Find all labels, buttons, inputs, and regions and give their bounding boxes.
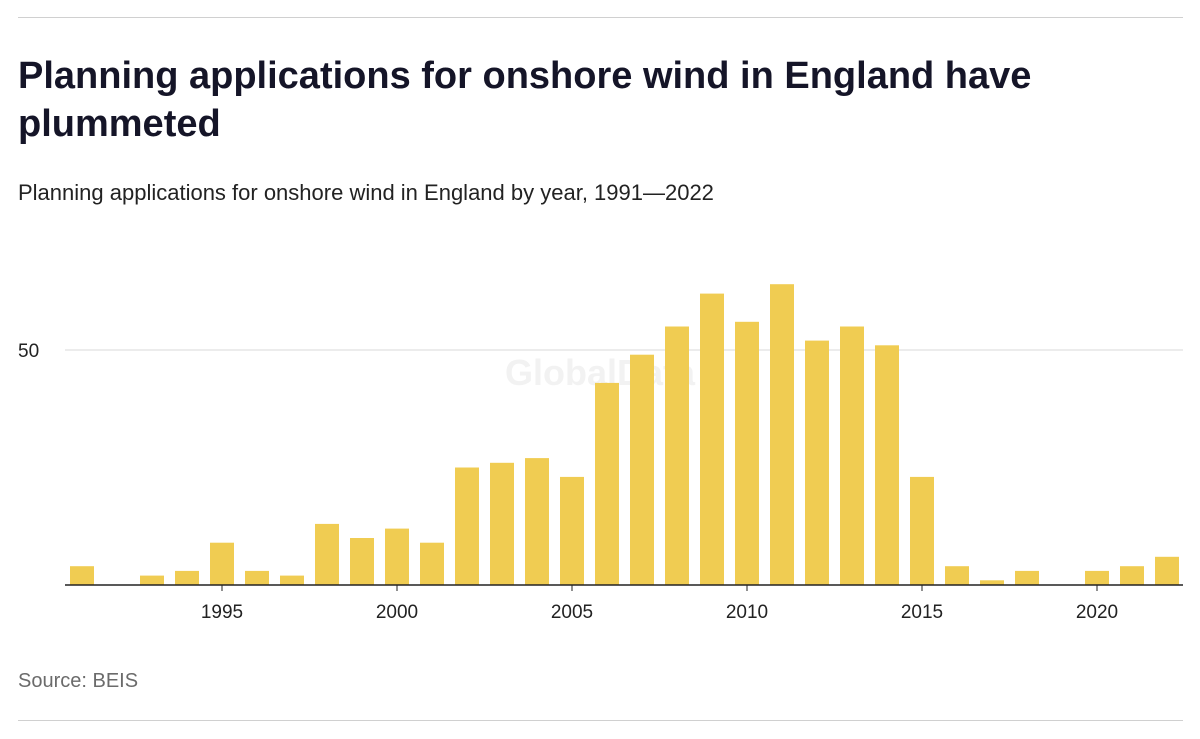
bar-2001 xyxy=(420,542,444,585)
x-tick-label: 2005 xyxy=(551,602,593,623)
bar-2010 xyxy=(735,321,759,585)
bar-1997 xyxy=(280,575,304,585)
x-tick-label: 2010 xyxy=(726,602,768,623)
bar-2020 xyxy=(1085,570,1109,585)
bar-2002 xyxy=(455,467,479,585)
bar-2008 xyxy=(665,326,689,585)
x-tick-label: 2015 xyxy=(901,602,943,623)
bar-2000 xyxy=(385,528,409,585)
bar-2007 xyxy=(630,354,654,585)
bar-2012 xyxy=(805,340,829,585)
bar-2011 xyxy=(770,284,794,585)
bar-2006 xyxy=(595,382,619,585)
y-axis-ticks: 50 xyxy=(18,341,39,362)
y-tick-label: 50 xyxy=(18,341,39,362)
bar-2018 xyxy=(1015,570,1039,585)
bar-2005 xyxy=(560,476,584,585)
source-note: Source: BEIS xyxy=(18,670,139,692)
bar-chart: GlobalData 1995 2000 2005 2010 2015 2020 50 xyxy=(18,284,1183,623)
bottom-divider xyxy=(18,720,1183,721)
x-tick-label: 1995 xyxy=(201,602,243,623)
bar-1998 xyxy=(315,523,339,585)
chart-title: Planning applications for onshore wind i… xyxy=(18,55,1032,145)
bar-1994 xyxy=(175,570,199,585)
x-tick-label: 2000 xyxy=(376,602,418,623)
bar-1996 xyxy=(245,570,269,585)
bar-2016 xyxy=(945,566,969,585)
top-divider xyxy=(18,17,1183,18)
bar-2021 xyxy=(1120,566,1144,585)
bar-2015 xyxy=(910,476,934,585)
bar-2003 xyxy=(490,462,514,585)
bar-2014 xyxy=(875,345,899,585)
chart-subtitle: Planning applications for onshore wind i… xyxy=(18,180,714,205)
bar-1999 xyxy=(350,538,374,585)
bar-2004 xyxy=(525,458,549,585)
bars xyxy=(70,284,1179,585)
bar-2017 xyxy=(980,580,1004,585)
bar-2009 xyxy=(700,293,724,585)
bar-2022 xyxy=(1155,556,1179,585)
x-tick-label: 2020 xyxy=(1076,602,1118,623)
bar-1991 xyxy=(70,566,94,585)
bar-2013 xyxy=(840,326,864,585)
x-axis-ticks: 1995 2000 2005 2010 2015 2020 xyxy=(201,585,1118,623)
bar-1993 xyxy=(140,575,164,585)
bar-1995 xyxy=(210,542,234,585)
